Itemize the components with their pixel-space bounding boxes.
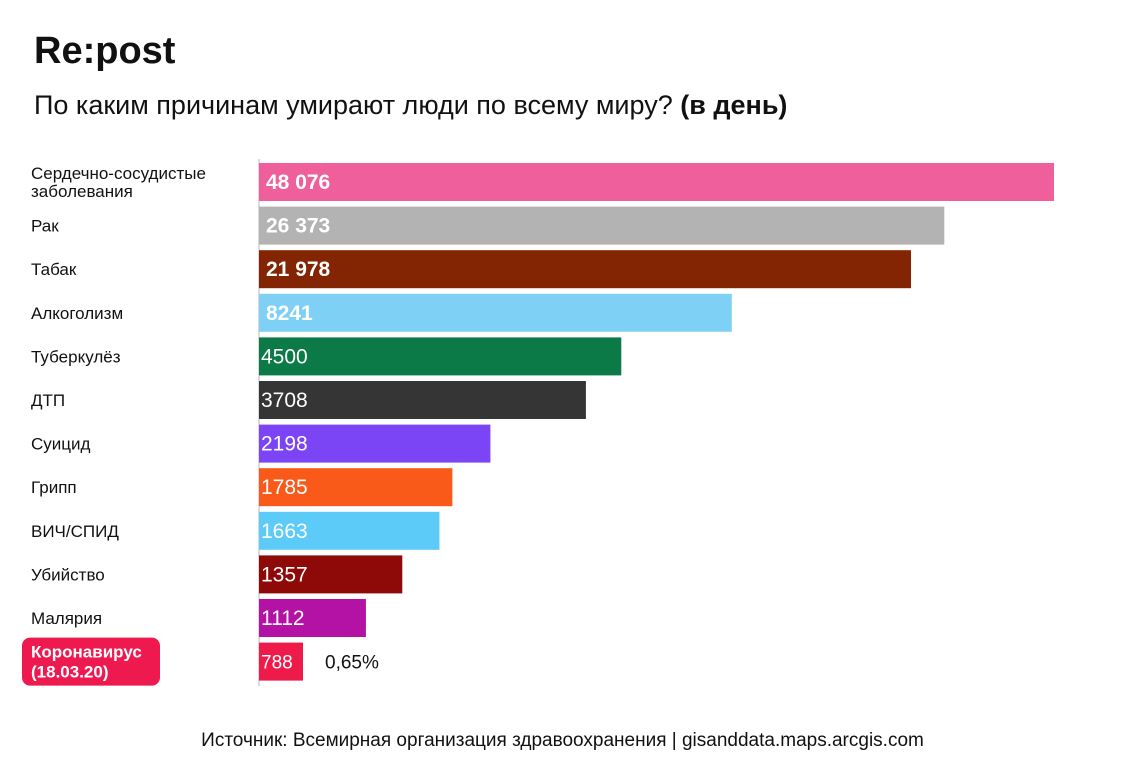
bar-value-label: 4500: [261, 345, 308, 368]
annotation-label: 0,65%: [325, 653, 379, 674]
bar-value-label: 1785: [261, 476, 308, 499]
category-label: ДТП: [31, 391, 65, 410]
category-label: Сердечно-сосудистые: [31, 164, 206, 183]
category-label: заболевания: [31, 182, 133, 201]
category-label: Грипп: [31, 478, 77, 497]
bar-value-label: 26 373: [266, 215, 330, 238]
bar-value-label: 1663: [261, 520, 308, 543]
bar: [259, 206, 945, 245]
bar-value-label: 8241: [266, 302, 313, 325]
category-label: Табак: [31, 260, 77, 279]
bar-value-label: 2198: [261, 433, 308, 456]
bar-value-label: 788: [261, 653, 293, 674]
category-label: Коронавирус: [31, 643, 142, 662]
bar: [259, 337, 622, 376]
category-label: Суицид: [31, 435, 91, 454]
bar: [259, 163, 1054, 201]
bar-value-label: 3708: [261, 389, 308, 412]
source-note: Источник: Всемирная организация здравоох…: [201, 730, 924, 751]
bar: [259, 599, 366, 637]
bar-value-label: 21 978: [266, 258, 331, 281]
category-label: Туберкулёз: [31, 347, 121, 366]
bar: [259, 511, 440, 550]
category-label: Рак: [31, 217, 59, 236]
category-label: Малярия: [31, 609, 102, 628]
subtitle-main: По каким причинам умирают люди по всему …: [34, 90, 673, 120]
bar: [259, 555, 403, 594]
bar: [259, 642, 303, 681]
bar: [259, 250, 912, 289]
bar-value-label: 48 076: [266, 171, 330, 194]
bar: [259, 424, 491, 463]
bar: [259, 468, 453, 507]
logo: Re:post: [34, 30, 176, 72]
bar-value-label: 1357: [261, 563, 308, 586]
category-label: (18.03.20): [31, 663, 109, 682]
bar: [259, 381, 586, 419]
bar: [259, 293, 732, 332]
category-label: Убийство: [31, 565, 105, 584]
subtitle-bold: (в день): [680, 90, 788, 120]
highlight-pill: [22, 637, 160, 686]
category-label: ВИЧ/СПИД: [31, 522, 119, 541]
bar-value-label: 1112: [261, 607, 305, 630]
chart-subtitle: По каким причинам умирают люди по всему …: [34, 90, 787, 121]
category-label: Алкоголизм: [31, 304, 123, 323]
